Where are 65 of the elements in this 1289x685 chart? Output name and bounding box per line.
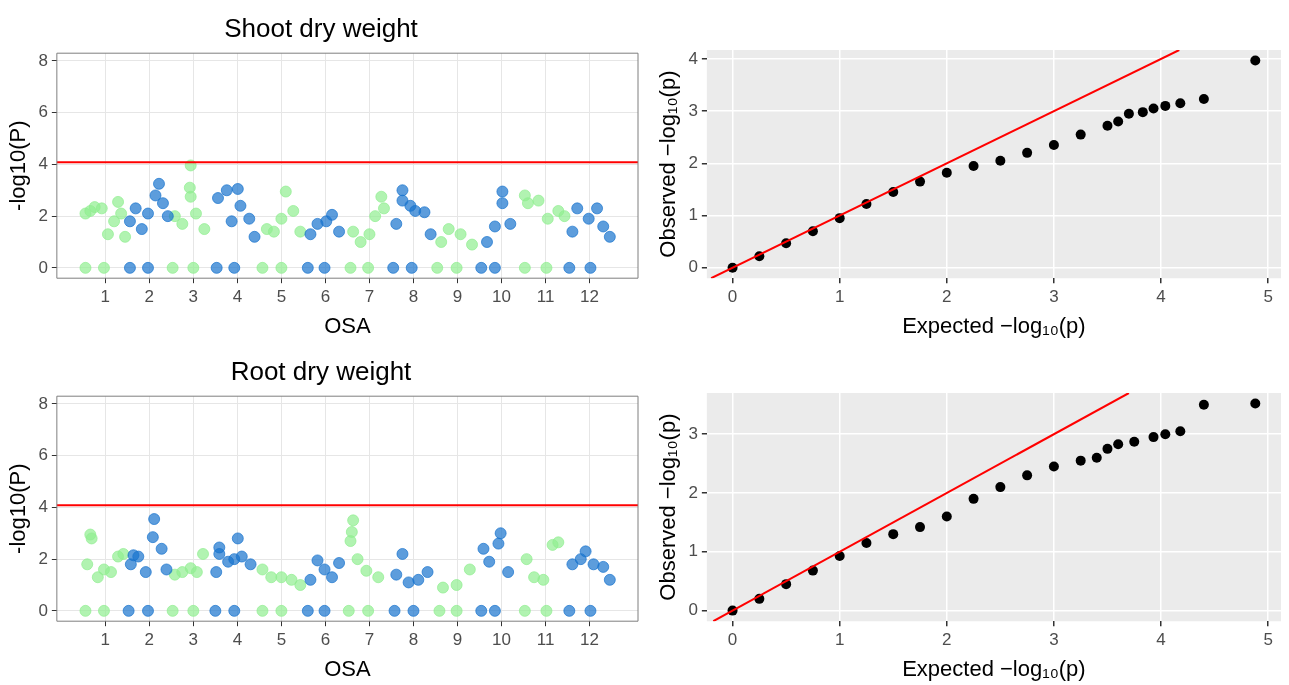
- x-tick-label: 10: [492, 287, 511, 307]
- x-tick-label: 9: [452, 630, 463, 650]
- y-tick-label: 3: [688, 100, 698, 120]
- y-axis-title: -log10(P): [5, 120, 31, 211]
- x-tick-label: 2: [144, 287, 155, 307]
- y-tick-label: 2: [38, 548, 48, 568]
- x-tick-label: 8: [408, 630, 419, 650]
- x-axis-title: OSA: [324, 655, 371, 681]
- x-tick-label: 12: [580, 630, 600, 650]
- x-tick-label: 2: [942, 630, 952, 650]
- x-tick-label: 10: [492, 630, 511, 650]
- y-tick-label: 6: [38, 102, 48, 122]
- chart-title: Shoot dry weight: [224, 12, 419, 43]
- y-tick-label: 2: [688, 482, 698, 502]
- x-axis-title: Expected −log₁₀(p): [902, 312, 1086, 338]
- x-tick-label: 8: [408, 287, 419, 307]
- x-tick-label: 2: [942, 287, 952, 307]
- y-tick-label: 1: [688, 541, 698, 561]
- y-tick-label: 4: [38, 154, 48, 174]
- y-tick-label: 4: [38, 497, 48, 517]
- x-tick-label: 5: [276, 287, 287, 307]
- x-tick-label: 1: [834, 630, 845, 650]
- x-tick-label: 4: [1156, 287, 1166, 307]
- y-tick-label: 0: [688, 600, 698, 620]
- x-tick-label: 5: [276, 630, 287, 650]
- x-tick-label: 6: [320, 287, 331, 307]
- chart-title: Root dry weight: [230, 355, 413, 386]
- y-tick-label: 2: [688, 153, 698, 172]
- y-axis-title: Observed −log₁₀(p): [655, 413, 681, 601]
- y-tick-label: 0: [38, 257, 48, 277]
- x-tick-label: 3: [188, 287, 199, 307]
- y-tick-label: 8: [38, 50, 48, 70]
- x-tick-label: 5: [1263, 287, 1273, 307]
- y-tick-label: 4: [688, 48, 698, 68]
- x-tick-label: 12: [580, 287, 600, 307]
- x-tick-label: 4: [232, 630, 243, 650]
- y-tick-label: 2: [38, 205, 48, 225]
- x-tick-label: 1: [834, 287, 845, 307]
- x-tick-label: 7: [364, 287, 375, 307]
- y-axis-title: Observed −log₁₀(p): [655, 70, 681, 258]
- x-tick-label: 3: [1049, 287, 1059, 307]
- x-tick-label: 7: [364, 630, 375, 650]
- y-tick-label: 1: [688, 205, 698, 225]
- x-tick-label: 5: [1263, 630, 1273, 650]
- x-tick-label: 9: [452, 287, 463, 307]
- y-tick-label: 8: [38, 393, 48, 413]
- y-axis-title: -log10(P): [5, 463, 31, 554]
- x-axis-title: Expected −log₁₀(p): [902, 655, 1086, 681]
- x-tick-label: 3: [188, 630, 199, 650]
- y-tick-label: 6: [38, 445, 48, 465]
- x-tick-label: 0: [727, 630, 738, 650]
- x-tick-label: 11: [536, 287, 555, 307]
- x-tick-label: 2: [144, 630, 155, 650]
- x-tick-label: 4: [1156, 630, 1166, 650]
- y-tick-label: 3: [688, 423, 698, 443]
- x-tick-label: 3: [1049, 630, 1059, 650]
- y-tick-label: 0: [688, 257, 698, 277]
- y-tick-label: 0: [38, 600, 48, 620]
- x-tick-label: 4: [232, 287, 243, 307]
- x-tick-label: 11: [536, 630, 555, 650]
- x-tick-label: 6: [320, 630, 331, 650]
- x-tick-label: 1: [100, 630, 111, 650]
- x-tick-label: 1: [100, 287, 111, 307]
- x-tick-label: 0: [727, 287, 738, 307]
- x-axis-title: OSA: [324, 312, 371, 338]
